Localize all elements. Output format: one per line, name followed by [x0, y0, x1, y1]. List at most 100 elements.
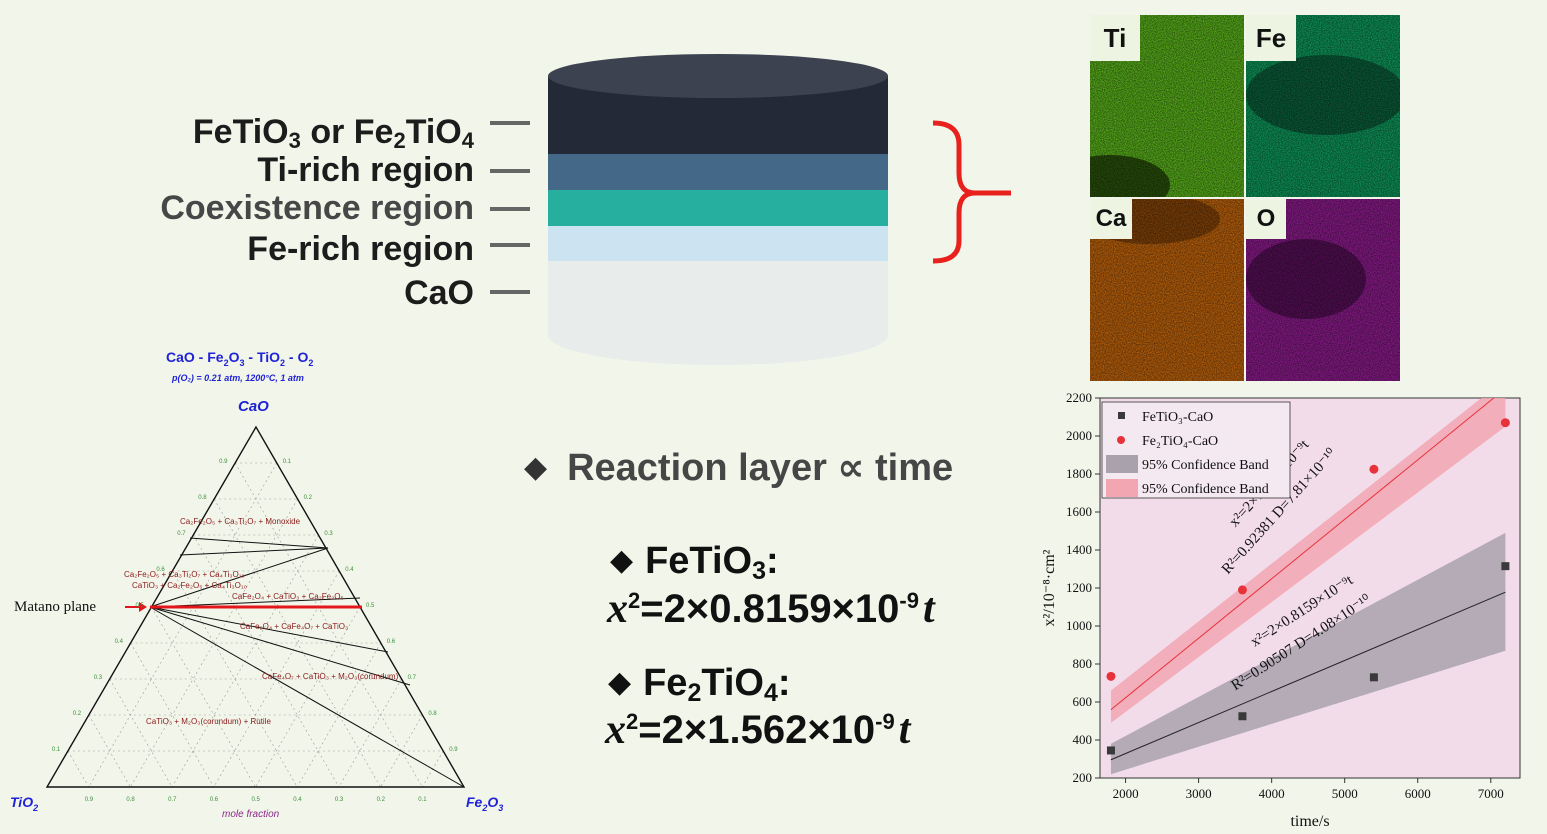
tick-label-right: 0.1 [283, 459, 292, 465]
grid-line [109, 678, 173, 788]
phase-label-4: CaFe₂O₄ + CaTiO₃ + Ca₂Fe₂O₅ [232, 592, 344, 601]
legend-entry: 95% Confidence Band [1142, 458, 1269, 473]
x-axis-label: time/s [1290, 813, 1329, 830]
eq2-formula: x2=2×1.562×10-9t [605, 707, 911, 753]
phase-label-6: CaFe₄O₇ + CaTiO₃ + M₂O₃(corundum) [262, 672, 399, 681]
x-tick-label: 2000 [1113, 786, 1139, 801]
layer-fe-rich [548, 226, 888, 261]
map-ca: Ca [1090, 199, 1244, 381]
reaction-headline: ◆ Reaction layer ∝ time [524, 447, 954, 489]
grid-line [338, 678, 402, 788]
ternary-tick-labels: 0.9 0.1 0.1 0.8 0.2 0.2 0.7 0.3 0.3 0.6 0.4 0.4 0.5 0… [52, 459, 458, 803]
eq2-heading: ◆ Fe2TiO4: [608, 662, 791, 707]
data-point [1106, 671, 1116, 681]
layer-pointer-1 [490, 121, 530, 125]
map-label-fe: Fe [1246, 15, 1296, 61]
tick-label-right: 0.3 [324, 531, 333, 537]
tick-label-bottom: 0.4 [293, 797, 302, 803]
apex-fe2o3: Fe2O3 [466, 794, 504, 813]
x-tick-label: 3000 [1186, 786, 1212, 801]
tick-label-left: 0.5 [136, 603, 145, 609]
grid-line [193, 534, 340, 788]
y-tick-label: 1600 [1066, 504, 1092, 519]
layer-coexistence [548, 190, 888, 226]
tick-label-right: 0.7 [408, 675, 417, 681]
map-label-o: O [1246, 199, 1286, 239]
cylinder [548, 54, 888, 365]
y-tick-label: 600 [1073, 694, 1093, 709]
y-tick-label: 2000 [1066, 428, 1092, 443]
confidence-band-1 [1110, 532, 1506, 775]
tick-label-right: 0.8 [428, 711, 437, 717]
axis-label-mole-fraction: mole fraction [222, 809, 280, 820]
y-tick-label: 2200 [1066, 390, 1092, 405]
tick-label-bottom: 0.9 [85, 797, 94, 803]
y-axis-label: x²/10⁻⁸·cm² [1041, 549, 1058, 626]
map-ti: Ti [1090, 15, 1244, 197]
phase-label-1: Ca₂Fe₂O₅ + Ca₃Ti₂O₇ + Monoxide [180, 517, 301, 526]
tick-label-left: 0.1 [52, 747, 61, 753]
x-tick-label: 6000 [1405, 786, 1431, 801]
diamond-icon: ◆ [610, 544, 634, 577]
tick-label-bottom: 0.5 [252, 797, 261, 803]
tick-label-bottom: 0.3 [335, 797, 344, 803]
eq1-formula: x2=2×0.8159×10-9t [607, 586, 935, 632]
fit-line-1 [1110, 591, 1506, 761]
legend-entry: Fe₂TiO₄-CaO [1142, 434, 1218, 449]
tick-label-bottom: 0.8 [126, 797, 135, 803]
diamond-icon: ◆ [608, 666, 632, 699]
y-tick-label: 400 [1073, 732, 1093, 747]
data-point [1369, 464, 1379, 474]
tick-label-left: 0.2 [73, 711, 82, 717]
layer-pointer-5 [490, 290, 530, 294]
layer-pointer-2 [490, 169, 530, 173]
legend: FeTiO₃-CaO Fe₂TiO₄-CaO 95% Confidence Band… [1101, 401, 1291, 499]
grid-line [213, 498, 381, 788]
grid-line [234, 462, 423, 788]
map-label-ca: Ca [1090, 199, 1132, 239]
diamond-icon: ◆ [524, 451, 548, 484]
tick-label-left: 0.8 [198, 495, 207, 501]
tick-label-right: 0.4 [345, 567, 354, 573]
layer-label-fe-rich: Fe-rich region [247, 230, 474, 268]
y-tick-label: 1800 [1066, 466, 1092, 481]
bracket-icon [932, 120, 1011, 264]
tick-label-bottom: 0.6 [210, 797, 219, 803]
data-point [1500, 418, 1510, 428]
ternary-subtitle: p(O₂) = 0.21 atm, 1200°C, 1 atm [172, 373, 304, 383]
cylinder-top [548, 54, 888, 98]
phase-label-7: CaTiO₃ + M₂O₃(corundum) + Rutile [146, 717, 271, 726]
y-tick-label: 800 [1073, 656, 1093, 671]
y-tick-label: 1200 [1066, 580, 1092, 595]
ternary-title: CaO - Fe2O3 - TiO2 - O2 [166, 349, 314, 368]
tick-label-right: 0.6 [387, 639, 396, 645]
map-o: O [1246, 199, 1400, 381]
phase-label-5: CaFe₂O₄ + CaFe₄O₇ + CaTiO₃ [240, 622, 349, 631]
y-tick-label: 200 [1073, 770, 1093, 785]
noise-texture [1246, 199, 1400, 381]
y-tick-label: 1000 [1066, 618, 1092, 633]
layer-cao [548, 261, 888, 336]
tick-label-right: 0.2 [304, 495, 313, 501]
data-point [1369, 673, 1378, 682]
y-tick-label: 1400 [1066, 542, 1092, 557]
map-label-ti: Ti [1090, 15, 1140, 61]
tie-lines [149, 537, 465, 788]
layer-label-top: FeTiO3 or Fe2TiO4 [192, 113, 474, 153]
apex-tio2: TiO2 [10, 794, 39, 813]
legend-entry: 95% Confidence Band [1142, 482, 1269, 497]
phase-label-3: CaTiO₃ + Ca₂Fe₂O₅ + Ca₄Ti₃O₁₀ [132, 581, 247, 590]
ternary-plot: 0.9 0.1 0.1 0.8 0.2 0.2 0.7 0.3 0.3 0.6 0.4 0.4 0.5 0… [45, 425, 466, 803]
tick-label-left: 0.7 [177, 531, 186, 537]
layer-pointer-4 [490, 243, 530, 247]
data-point [1238, 712, 1247, 721]
tick-label-left: 0.4 [115, 639, 124, 645]
tick-label-right: 0.9 [449, 747, 458, 753]
layer-label-coexistence: Coexistence region [160, 189, 474, 227]
x-tick-label: 7000 [1478, 786, 1504, 801]
eq1-heading: ◆ FeTiO3: [610, 540, 779, 585]
tick-label-bottom: 0.2 [377, 797, 386, 803]
data-point [1237, 585, 1247, 595]
layer-pointer-3 [490, 207, 530, 211]
